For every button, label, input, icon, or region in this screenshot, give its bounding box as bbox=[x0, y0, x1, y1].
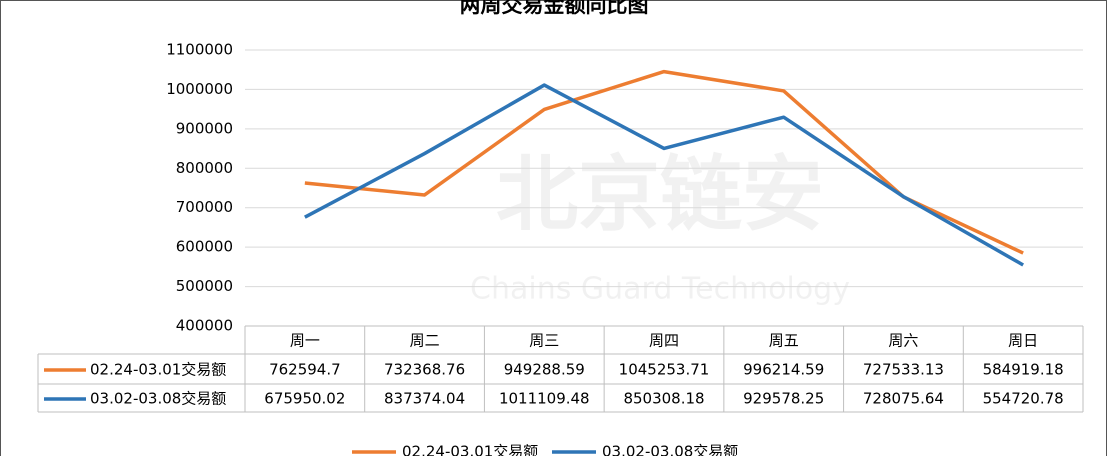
y-tick-label: 800000 bbox=[176, 159, 233, 177]
watermark: 北京链安 bbox=[496, 147, 824, 242]
x-tick-label: 周六 bbox=[888, 332, 918, 350]
y-tick-label: 1100000 bbox=[166, 41, 233, 59]
y-tick-label: 500000 bbox=[176, 277, 233, 295]
chart-title: 两周交易金额同比图 bbox=[460, 0, 649, 17]
table-cell: 929578.25 bbox=[743, 390, 824, 408]
table-cell: 1045253.71 bbox=[619, 361, 710, 379]
y-tick-label: 900000 bbox=[176, 119, 233, 137]
y-tick-label: 400000 bbox=[176, 317, 233, 335]
x-tick-label: 周二 bbox=[410, 332, 440, 350]
x-tick-label: 周三 bbox=[529, 332, 559, 350]
table-cell: 837374.04 bbox=[384, 390, 465, 408]
table-cell: 949288.59 bbox=[504, 361, 585, 379]
table-cell: 554720.78 bbox=[983, 390, 1064, 408]
table-cell: 1011109.48 bbox=[499, 390, 590, 408]
x-tick-label: 周日 bbox=[1008, 332, 1038, 350]
legend-label: 02.24-03.01交易额 bbox=[402, 443, 538, 456]
legend-label: 03.02-03.08交易额 bbox=[602, 443, 738, 456]
table-cell: 675950.02 bbox=[264, 390, 345, 408]
table-cell: 996214.59 bbox=[743, 361, 824, 379]
watermark: Chains Guard Technology bbox=[470, 272, 850, 307]
y-tick-label: 1000000 bbox=[166, 80, 233, 98]
row-header: 02.24-03.01交易额 bbox=[90, 361, 226, 379]
table-cell: 850308.18 bbox=[623, 390, 704, 408]
series-line bbox=[304, 83, 1025, 267]
table-cell: 762594.7 bbox=[269, 361, 341, 379]
table-cell: 732368.76 bbox=[384, 361, 465, 379]
row-header: 03.02-03.08交易额 bbox=[90, 390, 226, 408]
table-cell: 728075.64 bbox=[863, 390, 944, 408]
y-tick-label: 700000 bbox=[176, 198, 233, 216]
x-tick-label: 周四 bbox=[649, 332, 679, 350]
table-cell: 727533.13 bbox=[863, 361, 944, 379]
y-tick-label: 600000 bbox=[176, 238, 233, 256]
x-tick-label: 周五 bbox=[769, 332, 799, 350]
table-cell: 584919.18 bbox=[983, 361, 1064, 379]
x-tick-label: 周一 bbox=[290, 332, 320, 350]
